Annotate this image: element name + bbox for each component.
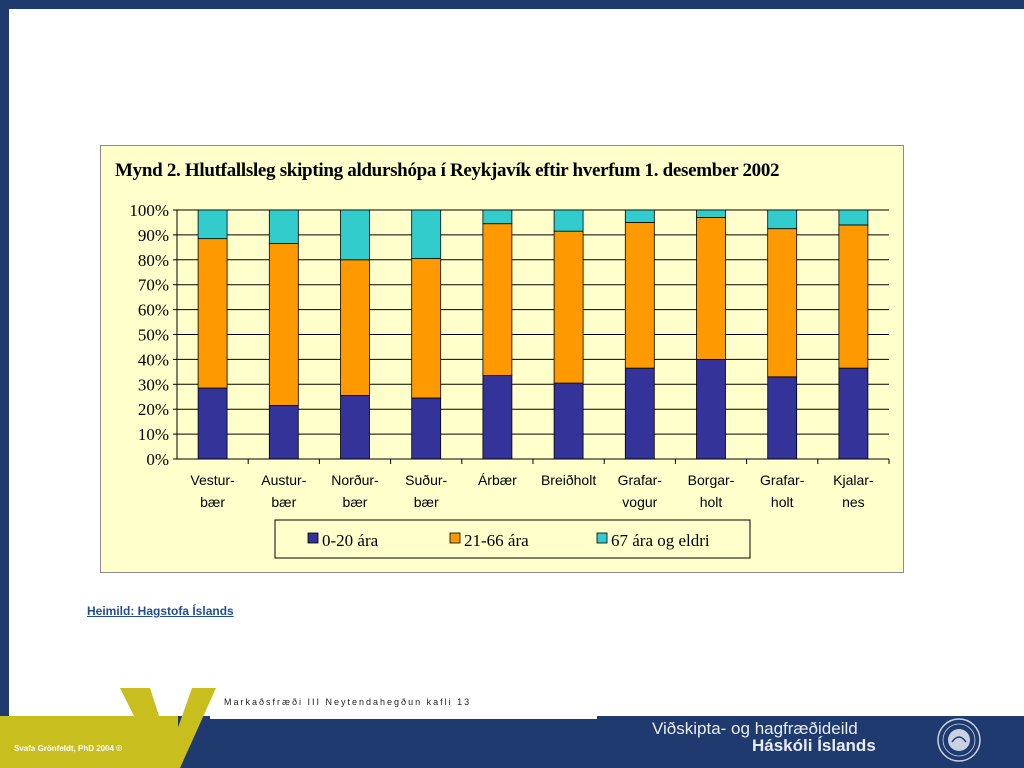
x-tick-label: Grafar- <box>618 472 663 488</box>
bar-segment <box>767 209 798 230</box>
footer-divider <box>210 710 597 719</box>
bar-segment <box>696 217 726 360</box>
university-seal-icon <box>937 718 981 762</box>
x-tick-label: holt <box>700 494 723 510</box>
y-tick-label: 70% <box>138 276 169 295</box>
x-tick-label: Borgar- <box>688 472 735 488</box>
y-tick-label: 0% <box>146 450 169 469</box>
v-logo-icon <box>120 688 216 768</box>
bar-segment <box>340 259 370 396</box>
x-tick-label: Norður- <box>331 472 379 488</box>
x-tick-label: bær <box>271 494 296 510</box>
bar-segment <box>268 209 299 245</box>
x-tick-label: Suður- <box>405 472 447 488</box>
x-tick-label: Breiðholt <box>541 472 596 488</box>
department-name: Viðskipta- og hagfræðideild <box>652 719 858 738</box>
bar-segment <box>767 228 798 378</box>
legend-swatch <box>307 532 319 544</box>
university-name: Háskóli Íslands <box>752 736 876 755</box>
x-tick-label: Austur- <box>261 472 306 488</box>
author-credit: Svafa Grönfeldt, PhD 2004 © <box>14 744 123 753</box>
bar-segment <box>268 405 299 460</box>
bar-segment <box>197 387 228 460</box>
y-tick-label: 90% <box>138 226 169 245</box>
legend-box <box>274 519 751 559</box>
bar-segment <box>767 376 798 460</box>
x-tick-label: holt <box>771 494 794 510</box>
bar-segment <box>553 382 584 460</box>
bar-segment <box>553 209 584 232</box>
left-border <box>0 0 9 716</box>
y-tick-label: 10% <box>138 425 169 444</box>
bar-segment <box>340 395 370 460</box>
bar-segment <box>624 222 655 369</box>
x-tick-label: Kjalar- <box>833 472 874 488</box>
legend-label: 21-66 ára <box>464 531 529 550</box>
x-tick-label: Vestur- <box>190 472 235 488</box>
y-tick-label: 50% <box>138 326 169 345</box>
y-tick-label: 100% <box>129 201 169 220</box>
legend-label: 67 ára og eldri <box>611 531 710 550</box>
x-tick-label: Árbær <box>478 472 517 488</box>
bar-segment <box>197 238 228 389</box>
bar-segment <box>696 209 726 218</box>
chart-title: Mynd 2. Hlutfallsleg skipting aldurshópa… <box>115 160 780 181</box>
bar-segment <box>838 209 869 226</box>
x-tick-label: vogur <box>622 494 657 510</box>
bar-segment <box>553 230 584 384</box>
legend-label: 0-20 ára <box>322 531 379 550</box>
bar-segment <box>411 209 442 259</box>
top-border <box>0 0 1024 9</box>
bar-segment <box>838 224 869 369</box>
bar-segment <box>411 397 442 460</box>
y-tick-label: 60% <box>138 301 169 320</box>
bar-segment <box>482 209 513 225</box>
bar-segment <box>482 375 513 460</box>
y-tick-label: 40% <box>138 350 169 369</box>
bar-segment <box>696 358 726 460</box>
x-tick-label: bær <box>343 494 368 510</box>
x-tick-label: nes <box>842 494 865 510</box>
bar-segment <box>411 258 442 399</box>
legend-swatch <box>449 532 461 544</box>
bar-segment <box>624 209 655 223</box>
bar-segment <box>624 367 655 460</box>
bar-segment <box>268 243 299 406</box>
source-link[interactable]: Heimild: Hagstofa Íslands <box>87 604 234 618</box>
x-tick-label: Grafar- <box>760 472 805 488</box>
legend-swatch <box>596 532 608 544</box>
bar-segment <box>340 209 370 261</box>
y-tick-label: 80% <box>138 251 169 270</box>
bar-segment <box>838 367 869 460</box>
x-tick-label: bær <box>414 494 439 510</box>
bar-segment <box>482 223 513 376</box>
y-tick-label: 20% <box>138 400 169 419</box>
slide-footer: Markaðsfræði III Neytendahegðun kafli 13 <box>224 697 472 707</box>
x-tick-label: bær <box>200 494 225 510</box>
y-tick-label: 30% <box>138 375 169 394</box>
bar-segment <box>197 209 228 240</box>
